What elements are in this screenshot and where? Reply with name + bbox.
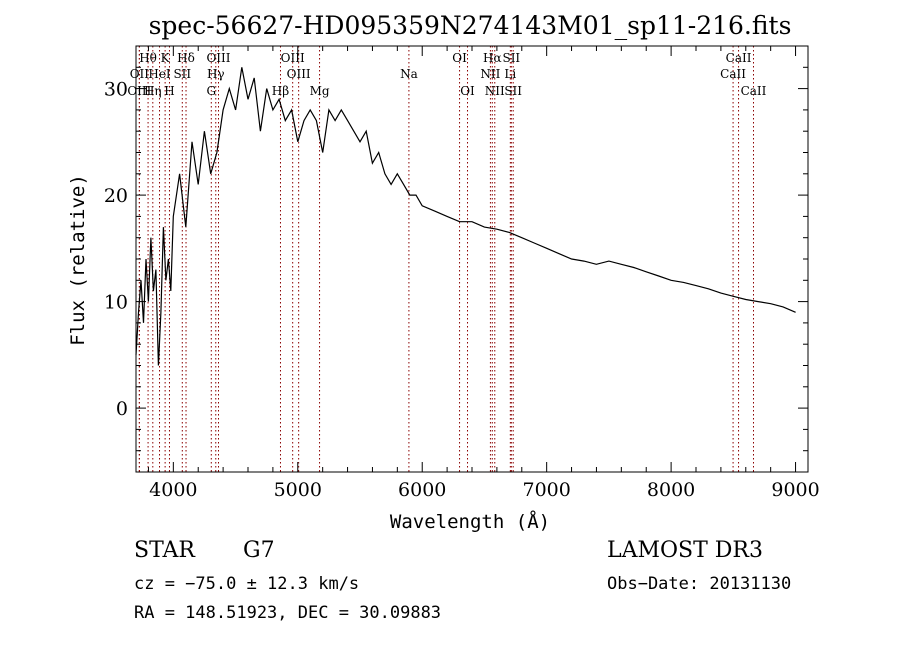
x-tick-label: 6000: [398, 479, 446, 501]
line-label: Hγ: [207, 67, 225, 81]
spectrum-series: [135, 67, 796, 366]
line-label: Mg: [310, 84, 330, 98]
line-label: OIII: [281, 51, 305, 65]
spectral-line-markers: [138, 46, 754, 472]
line-label: Hη: [144, 84, 162, 98]
survey-name: LAMOST DR3: [607, 538, 763, 563]
line-label: Na: [400, 67, 418, 81]
y-tick-label: 0: [116, 398, 128, 420]
line-label: K: [161, 51, 171, 65]
coordinates: RA = 148.51923, DEC = 30.09883: [134, 603, 442, 623]
line-label: NII: [485, 84, 505, 98]
axis-ticks: 4000 5000 6000 7000 8000 9000 0 10 20 30: [104, 45, 820, 501]
object-class: STAR: [134, 538, 195, 563]
line-label: OI: [452, 51, 467, 65]
line-label: OII: [130, 67, 150, 81]
line-label: Hθ: [139, 51, 157, 65]
y-tick-label: 10: [104, 292, 128, 314]
x-tick-label: 7000: [522, 479, 570, 501]
line-label: OI: [460, 84, 475, 98]
line-label: NII: [480, 67, 500, 81]
x-tick-label: 9000: [771, 479, 819, 501]
line-label: CaII: [726, 51, 752, 65]
line-label: Hβ: [272, 84, 289, 98]
x-tick-label: 4000: [149, 479, 197, 501]
line-label: Hδ: [177, 51, 195, 65]
line-label: Hα: [483, 51, 502, 65]
x-tick-label: 5000: [274, 479, 322, 501]
line-label: OIII: [127, 84, 151, 98]
line-label: H: [164, 84, 174, 98]
chart-title: spec-56627-HD095359N274143M01_sp11-216.f…: [149, 11, 792, 40]
line-labels: Hθ OII OIII K HeI Hη H SII Hδ OIII Hγ G OIII OIII Hβ Mg…: [127, 51, 766, 98]
line-label: Li: [504, 67, 516, 81]
x-tick-label: 8000: [647, 479, 695, 501]
object-subclass: G7: [243, 538, 275, 563]
y-tick-label: 20: [104, 185, 128, 207]
line-label: SII: [173, 67, 191, 81]
observation-date: Obs−Date: 20131130: [607, 574, 792, 594]
line-label: OIII: [287, 67, 311, 81]
line-label: G: [206, 84, 216, 98]
y-axis-label: Flux (relative): [67, 174, 89, 346]
redshift-velocity: cz = −75.0 ± 12.3 km/s: [134, 574, 360, 594]
line-label: OIII: [206, 51, 230, 65]
line-label: HeI: [148, 67, 171, 81]
line-label: CaII: [741, 84, 767, 98]
x-axis-label: Wavelength (Å): [390, 510, 550, 533]
plot-frame: [135, 45, 809, 473]
spectrum-line: [135, 67, 796, 366]
y-tick-label: 30: [104, 79, 128, 101]
line-label: CaII: [720, 67, 746, 81]
line-label: SII: [502, 51, 520, 65]
line-label: SII: [504, 84, 522, 98]
